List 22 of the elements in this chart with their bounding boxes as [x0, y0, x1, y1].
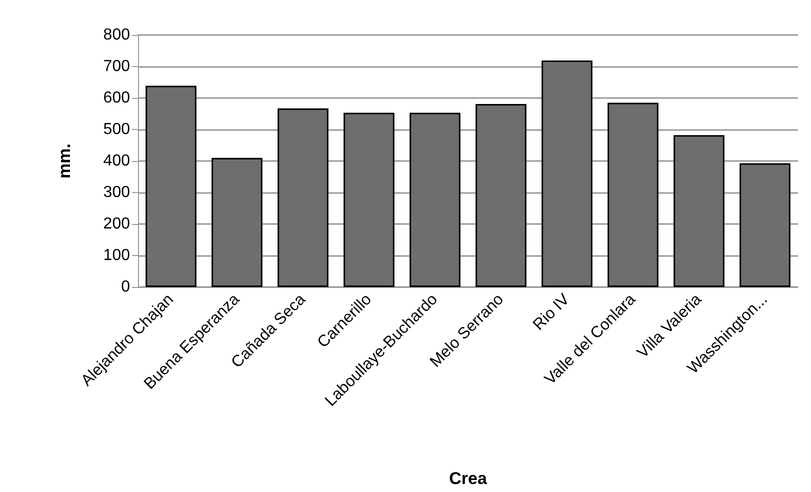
y-tick-label: 0 — [121, 278, 130, 296]
bar — [608, 102, 658, 287]
y-tick-label: 200 — [103, 216, 130, 232]
x-tick-label: Rio IV — [530, 290, 574, 334]
bar — [146, 86, 196, 287]
y-tick-label: 800 — [103, 26, 130, 44]
y-tick-label: 600 — [103, 90, 130, 106]
y-tick-label: 500 — [103, 121, 130, 138]
bar — [476, 104, 526, 287]
bar — [542, 60, 592, 287]
y-tick-label: 400 — [103, 152, 130, 170]
y-tick-label: 100 — [103, 247, 130, 264]
bar — [212, 158, 262, 287]
y-axis-title: mm. — [55, 144, 74, 178]
bar — [674, 135, 724, 287]
bar — [740, 163, 790, 287]
bar — [410, 112, 460, 287]
y-tick-label: 700 — [103, 58, 130, 75]
x-axis-title: Crea — [449, 469, 488, 488]
y-tick-label: 300 — [103, 184, 130, 201]
bar — [344, 112, 394, 287]
bar — [278, 108, 328, 287]
